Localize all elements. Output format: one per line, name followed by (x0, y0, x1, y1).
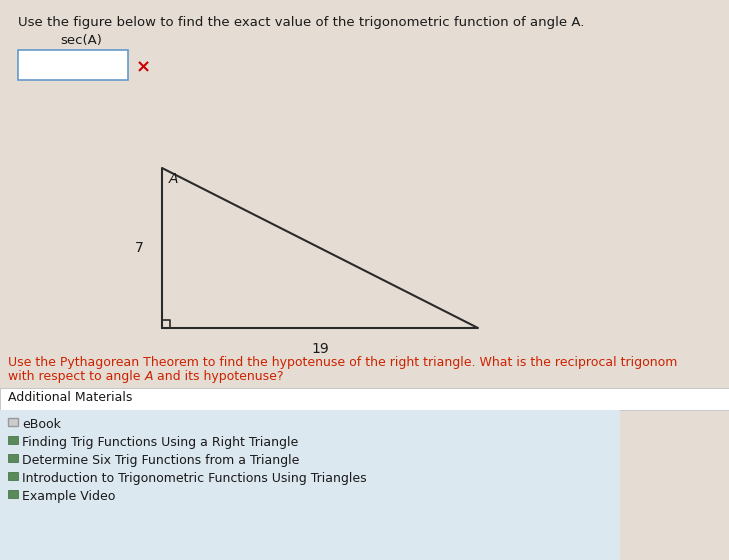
FancyBboxPatch shape (0, 388, 729, 410)
FancyBboxPatch shape (0, 410, 620, 560)
FancyBboxPatch shape (8, 418, 18, 426)
Text: and its hypotenuse?: and its hypotenuse? (153, 370, 284, 383)
Text: Finding Trig Functions Using a Right Triangle: Finding Trig Functions Using a Right Tri… (22, 436, 298, 449)
FancyBboxPatch shape (18, 50, 128, 80)
Text: Example Video: Example Video (22, 490, 115, 503)
Text: Use the Pythagorean Theorem to find the hypotenuse of the right triangle. What i: Use the Pythagorean Theorem to find the … (8, 356, 677, 369)
FancyBboxPatch shape (8, 490, 18, 498)
Text: Additional Materials: Additional Materials (8, 391, 133, 404)
Text: with respect to angle: with respect to angle (8, 370, 144, 383)
Text: 7: 7 (136, 241, 144, 255)
Text: Introduction to Trigonometric Functions Using Triangles: Introduction to Trigonometric Functions … (22, 472, 367, 485)
Text: Determine Six Trig Functions from a Triangle: Determine Six Trig Functions from a Tria… (22, 454, 300, 467)
Text: Use the figure below to find the exact value of the trigonometric function of an: Use the figure below to find the exact v… (18, 16, 585, 29)
Text: sec(A): sec(A) (60, 34, 102, 47)
Text: ×: × (136, 58, 151, 76)
FancyBboxPatch shape (8, 454, 18, 462)
Text: 19: 19 (311, 342, 329, 356)
FancyBboxPatch shape (8, 472, 18, 480)
FancyBboxPatch shape (8, 436, 18, 444)
Text: eBook: eBook (22, 418, 61, 431)
Text: A: A (144, 370, 153, 383)
Text: A: A (169, 172, 179, 186)
